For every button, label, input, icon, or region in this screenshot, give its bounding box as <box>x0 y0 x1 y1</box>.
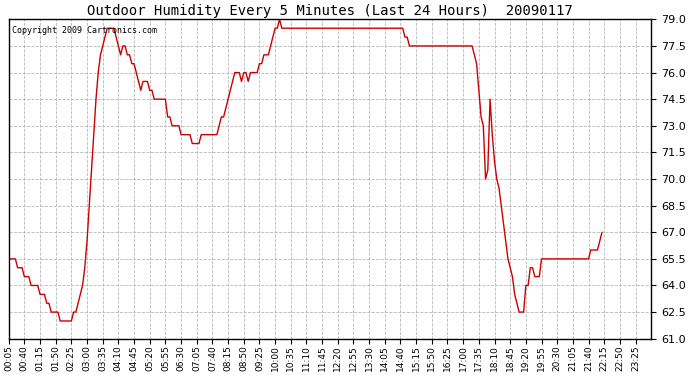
Title: Outdoor Humidity Every 5 Minutes (Last 24 Hours)  20090117: Outdoor Humidity Every 5 Minutes (Last 2… <box>87 4 573 18</box>
Text: Copyright 2009 Cartronics.com: Copyright 2009 Cartronics.com <box>12 26 157 35</box>
